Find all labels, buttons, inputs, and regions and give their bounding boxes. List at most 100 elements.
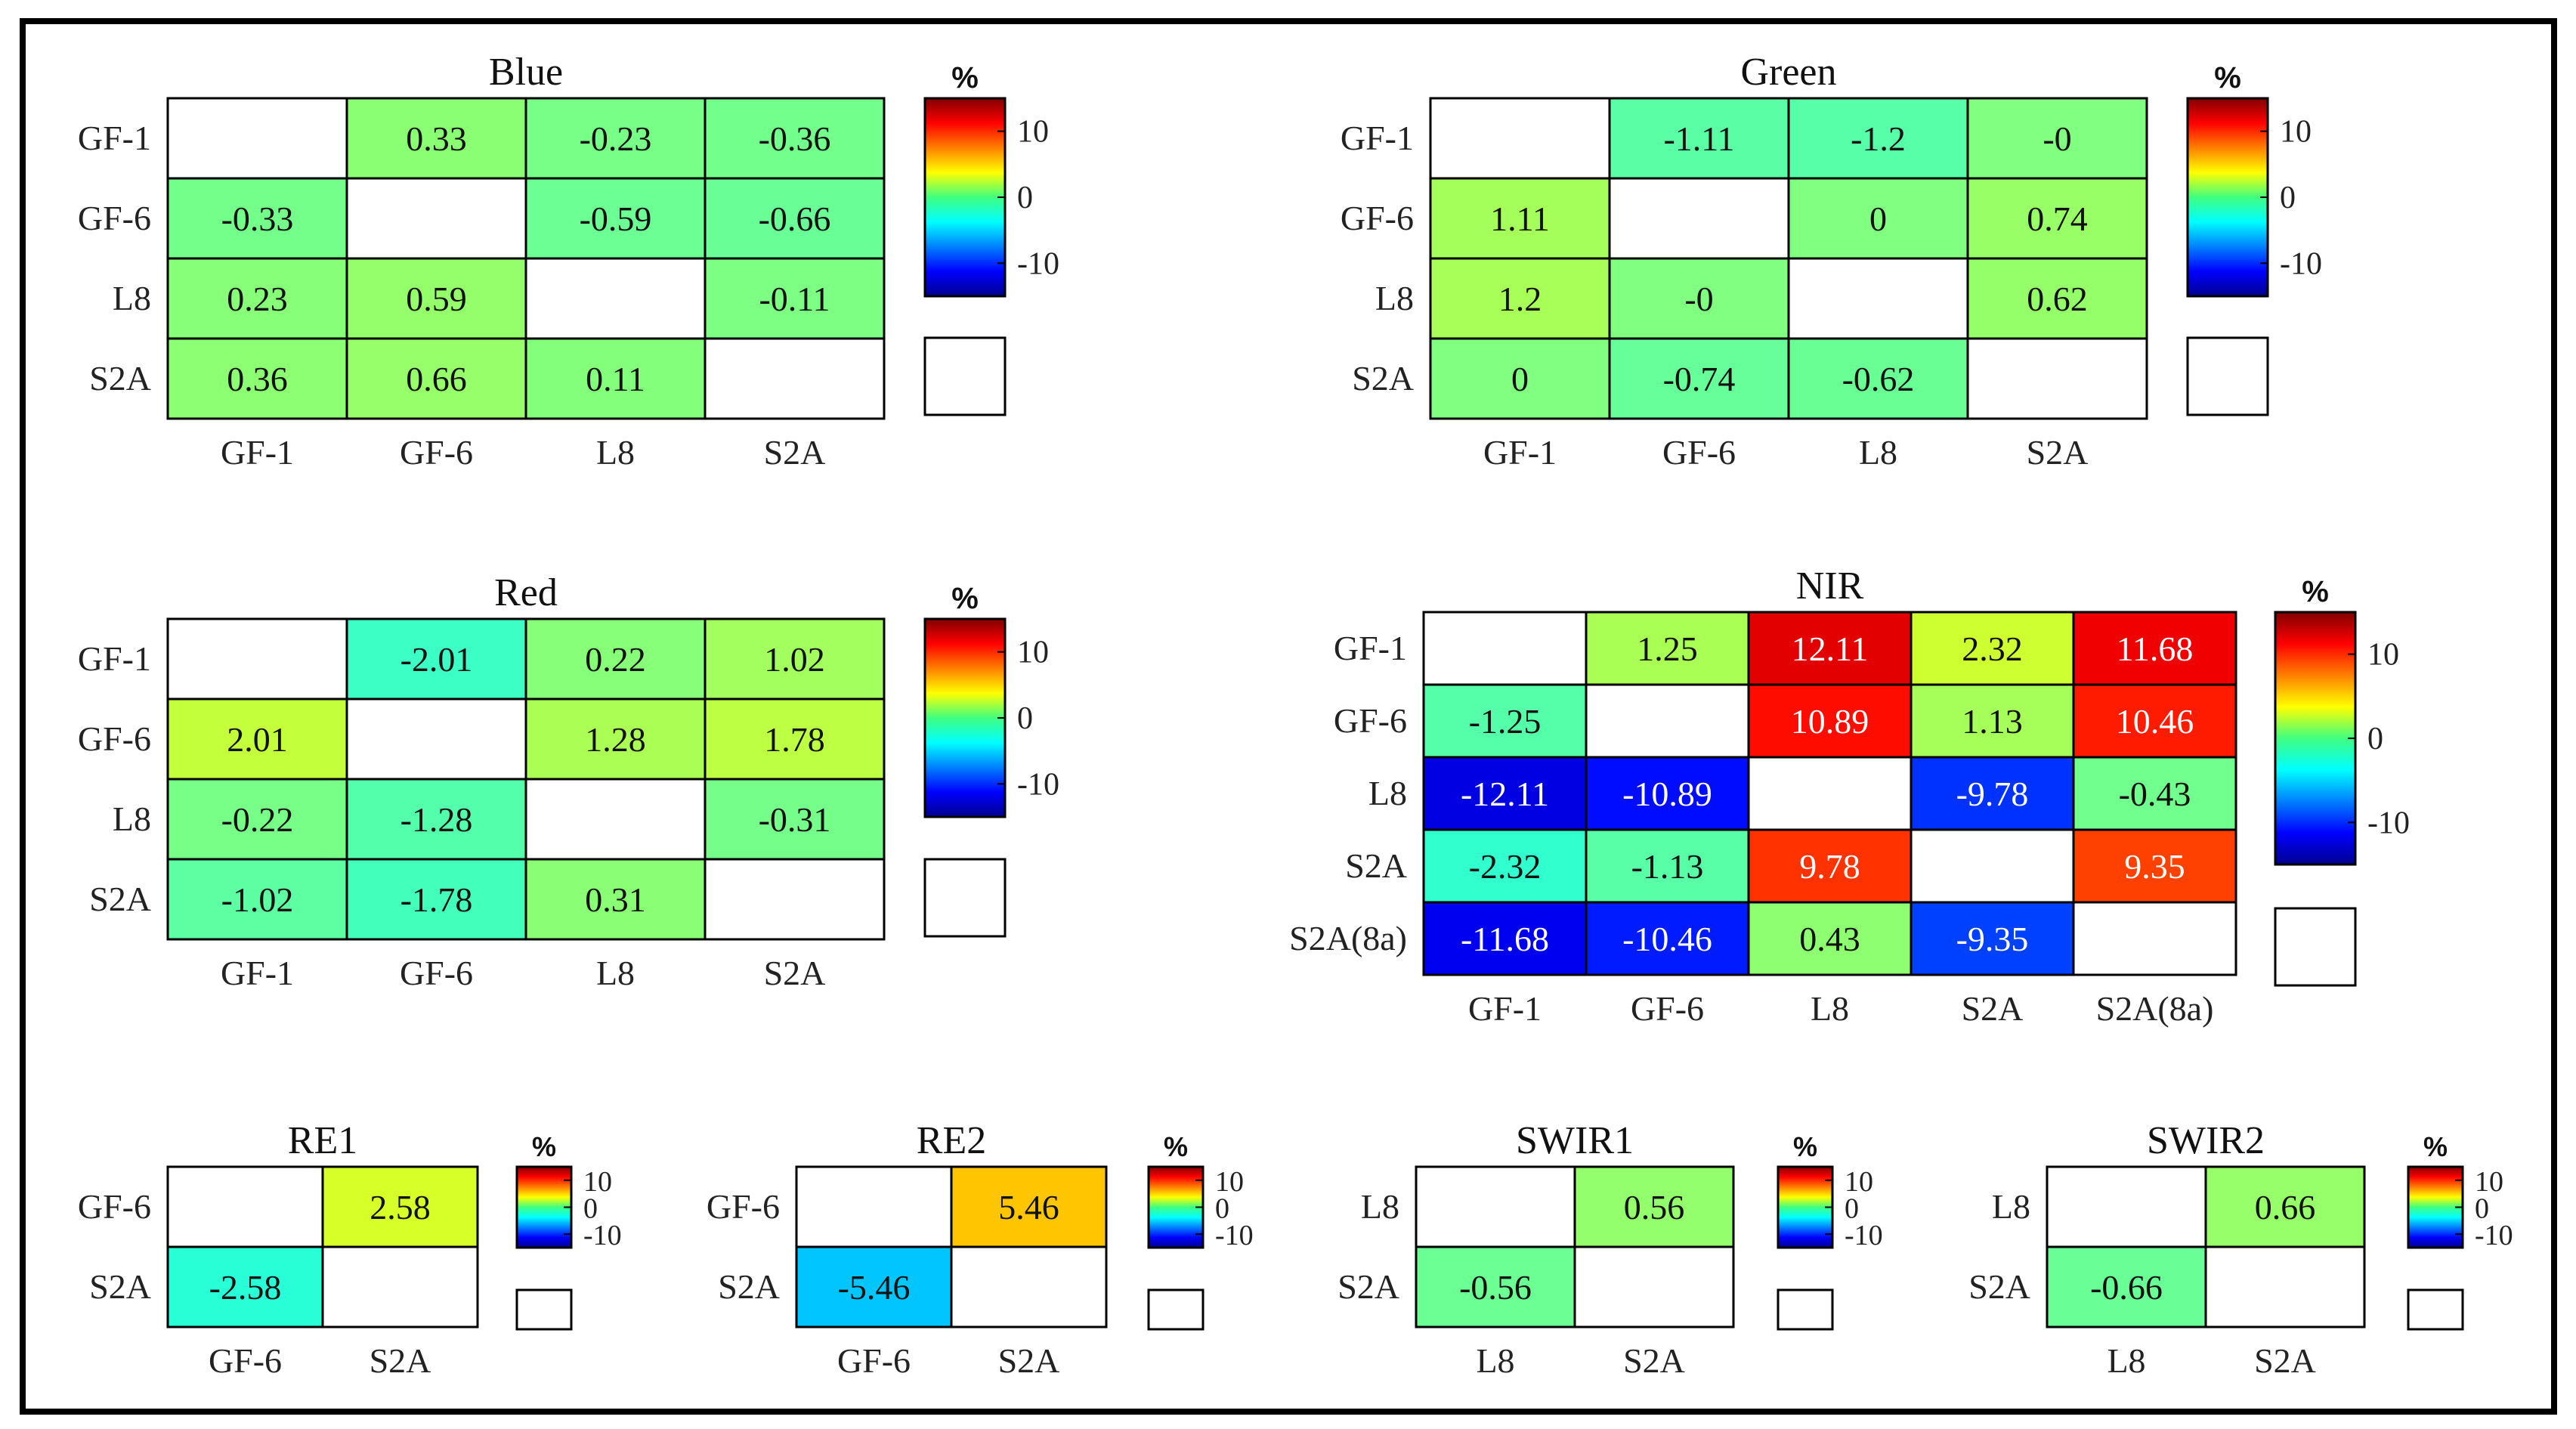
- heatmap-cell: [704, 257, 886, 340]
- row-label: GF-6: [707, 1187, 780, 1226]
- heatmap-cell: [345, 337, 527, 420]
- heatmap-title: Green: [1740, 51, 1836, 94]
- heatmap-cell: [1585, 901, 1750, 976]
- heatmap-empty-cell: [166, 617, 348, 701]
- row-label: L8: [1375, 279, 1414, 317]
- column-label: S2A: [370, 1341, 431, 1380]
- heatmap-re1: RE1 2.58 -2.58 GF-6 S2A GF-6 S2A% 100-10: [78, 1119, 622, 1380]
- cell-value-label: 11.68: [2117, 629, 2194, 668]
- column-label: S2A(8a): [2096, 989, 2214, 1028]
- heatmap-empty-cell: [166, 1165, 324, 1248]
- heatmap-cell: [1608, 97, 1790, 180]
- row-label: L8: [1361, 1187, 1399, 1226]
- colorbar-tick-label: 10: [1017, 636, 1049, 670]
- cell-value-label: 0.11: [586, 360, 645, 398]
- colorbar-tick-label: 0: [583, 1193, 598, 1225]
- cell-value-label: -12.11: [1461, 775, 1549, 813]
- cell-value-label: -0.36: [759, 119, 831, 158]
- colorbar-tick-label: -10: [1845, 1220, 1883, 1251]
- colorbar: [2274, 611, 2357, 866]
- empty-legend-box: [923, 858, 1007, 938]
- heatmap-cell: [166, 778, 348, 861]
- heatmap-cell: [166, 1245, 324, 1328]
- empty-legend-box: [2407, 1288, 2464, 1331]
- cell-value-label: 1.25: [1637, 629, 1698, 668]
- cell-value-label: 10.89: [1791, 702, 1869, 741]
- cell-value-label: -9.78: [1956, 775, 2029, 813]
- heatmap-empty-cell: [950, 1245, 1108, 1328]
- cell-value-label: 10.46: [2116, 702, 2194, 741]
- row-label: GF-1: [78, 639, 151, 678]
- column-label: S2A: [764, 954, 826, 992]
- cell-value-label: -0.31: [759, 800, 831, 839]
- colorbar-unit-label: %: [951, 61, 979, 94]
- colorbar: [515, 1165, 573, 1249]
- empty-legend-box: [923, 336, 1007, 416]
- column-label: GF-1: [1468, 989, 1542, 1028]
- heatmap-empty-cell: [2204, 1245, 2366, 1328]
- heatmap-cell: [1429, 337, 1611, 420]
- heatmap-empty-cell: [524, 778, 707, 861]
- colorbar-tick-label: -10: [2367, 806, 2410, 840]
- heatmap-empty-cell: [704, 337, 886, 420]
- heatmap-cell: [1747, 683, 1913, 759]
- cell-value-label: -1.28: [400, 800, 473, 839]
- row-label: GF-6: [1341, 199, 1414, 237]
- cell-value-label: 1.13: [1962, 702, 2023, 741]
- colorbar-tick-label: 10: [1215, 1166, 1244, 1198]
- heatmap-title: Blue: [489, 51, 563, 94]
- column-label: L8: [1476, 1341, 1514, 1380]
- colorbar-unit-label: %: [2423, 1131, 2448, 1162]
- heatmap-empty-cell: [1910, 828, 2075, 904]
- heatmap-cell: [524, 97, 707, 180]
- empty-legend-box: [515, 1288, 573, 1331]
- heatmap-cell: [321, 1165, 479, 1248]
- empty-legend-box: [2186, 336, 2269, 416]
- colorbar-tick-label: 0: [2280, 181, 2296, 215]
- heatmap-cell: [524, 177, 707, 260]
- colorbar: [2186, 97, 2269, 298]
- heatmap-cell: [1422, 683, 1588, 759]
- cell-value-label: 0.43: [1799, 920, 1860, 958]
- colorbar-unit-label: %: [1793, 1131, 1817, 1162]
- heatmap-title: RE2: [917, 1119, 986, 1162]
- cell-value-label: 0.22: [585, 640, 646, 679]
- heatmap-cell: [1910, 901, 2075, 976]
- heatmap-cell: [2204, 1165, 2366, 1248]
- column-label: L8: [2107, 1341, 2145, 1380]
- heatmap-empty-cell: [2046, 1165, 2207, 1248]
- column-label: S2A: [1623, 1341, 1685, 1380]
- heatmap-empty-cell: [524, 257, 707, 340]
- row-label: GF-6: [78, 199, 151, 237]
- heatmap-empty-cell: [1585, 683, 1750, 759]
- heatmap-empty-cell: [1787, 257, 1969, 340]
- colorbar-unit-label: %: [2302, 575, 2329, 608]
- cell-value-label: -2.58: [209, 1268, 282, 1307]
- colorbar-unit-label: %: [2214, 61, 2241, 94]
- heatmap-cell: [1966, 177, 2148, 260]
- heatmap-cell: [2072, 828, 2237, 904]
- cell-value-label: -0.74: [1663, 360, 1736, 398]
- cell-value-label: -0.22: [221, 800, 294, 839]
- colorbar-tick-label: -10: [2280, 246, 2322, 281]
- cell-value-label: -1.25: [1469, 702, 1542, 741]
- column-label: L8: [596, 433, 635, 472]
- heatmap-empty-cell: [345, 177, 527, 260]
- cell-value-label: -0.43: [2119, 775, 2191, 813]
- cell-value-label: -0: [2043, 119, 2071, 158]
- colorbar: [923, 97, 1007, 298]
- row-label: S2A: [89, 359, 151, 397]
- heatmap-cell: [1573, 1165, 1735, 1248]
- column-label: L8: [596, 954, 635, 992]
- cell-value-label: 0: [1869, 200, 1887, 238]
- heatmap-cell: [524, 858, 707, 941]
- row-label: GF-6: [1334, 701, 1407, 740]
- row-label: GF-1: [78, 119, 151, 157]
- cell-value-label: 2.32: [1962, 629, 2023, 668]
- heatmap-cell: [1608, 257, 1790, 340]
- heatmap-title: SWIR2: [2147, 1119, 2265, 1162]
- heatmap-cell: [166, 337, 348, 420]
- heatmap-empty-cell: [1415, 1165, 1576, 1248]
- heatmap-title: NIR: [1796, 564, 1864, 608]
- colorbar-tick-label: -10: [1017, 246, 1059, 281]
